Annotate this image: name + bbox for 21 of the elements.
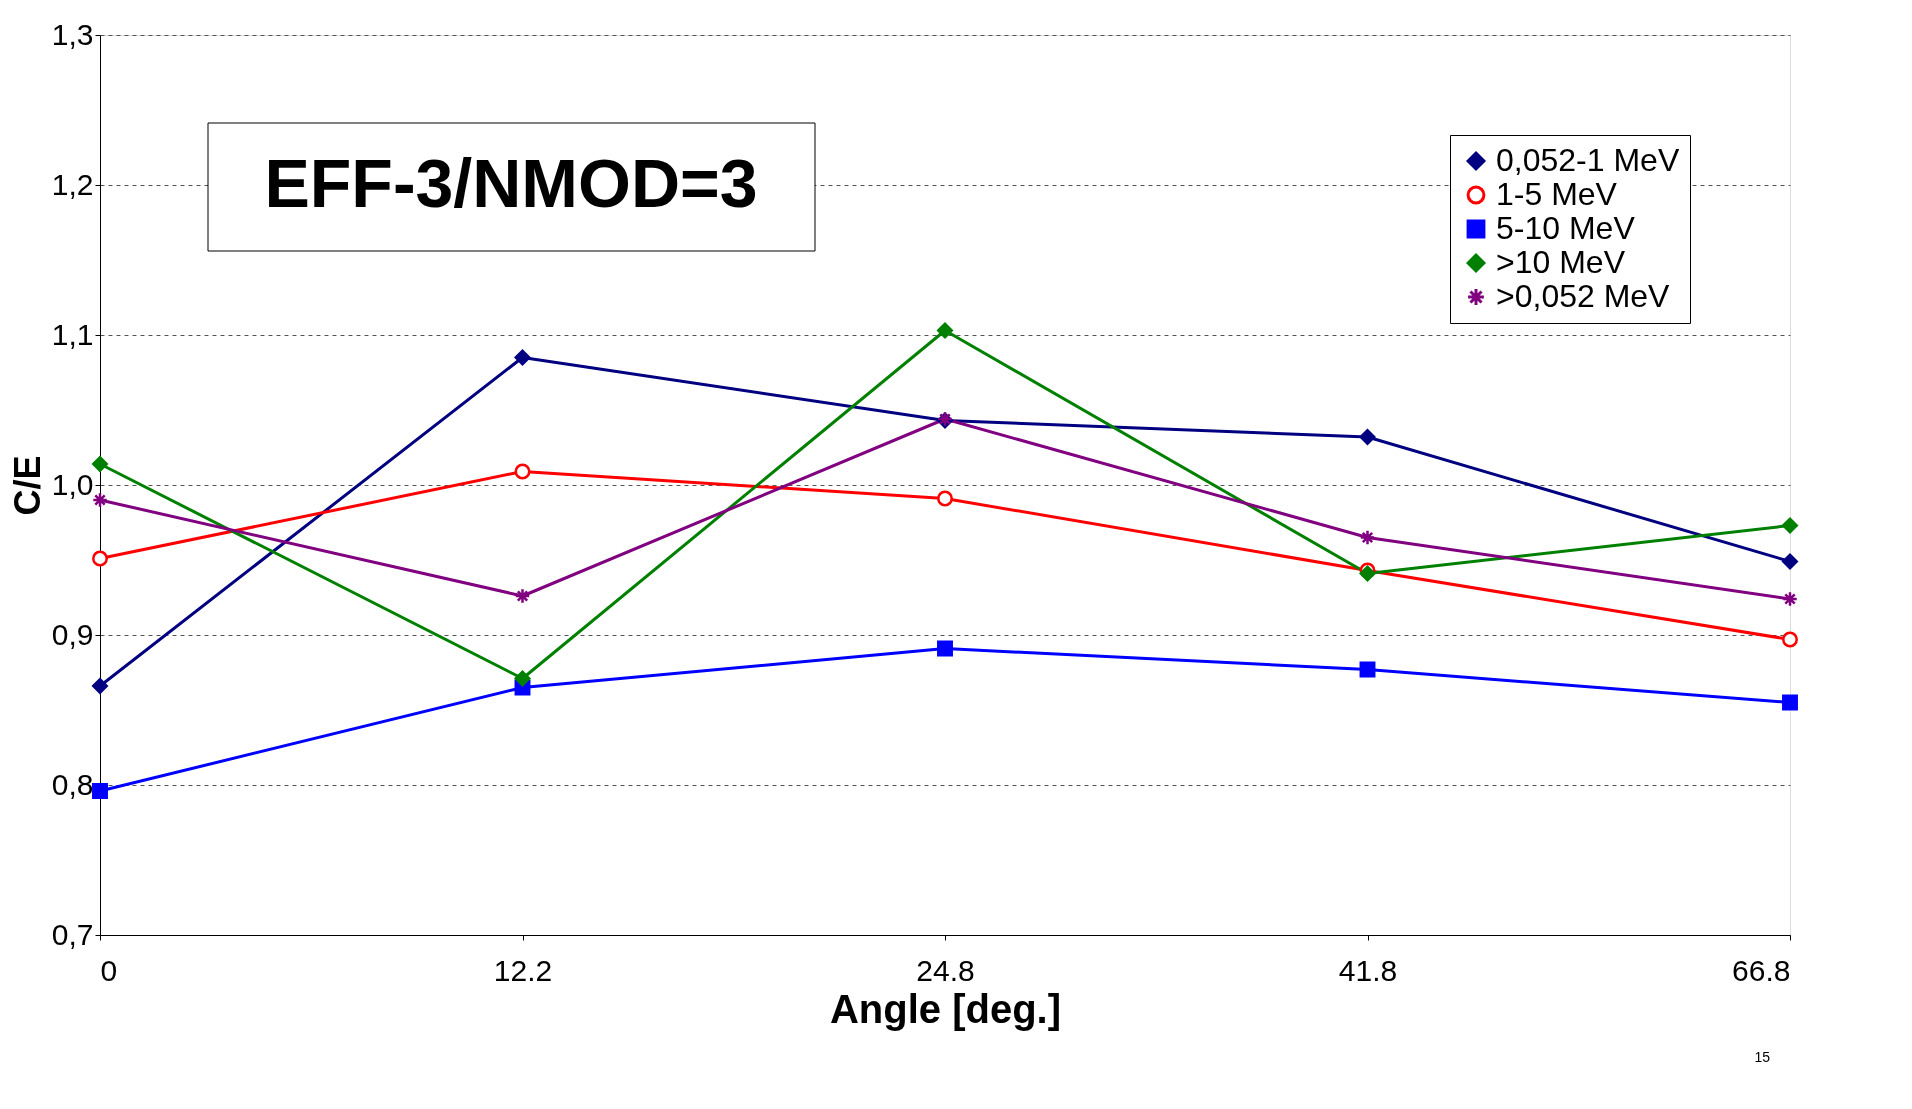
- x-axis-title: Angle [deg.]: [829, 986, 1062, 1031]
- y-tick-label: 1,1: [51, 317, 94, 351]
- text: EFF-3/NMOD=3: [264, 145, 758, 221]
- x-tick-label: 0: [100, 953, 118, 987]
- y-tick-label: 0,9: [51, 617, 94, 651]
- legend-label: >10 MeV: [1496, 244, 1626, 280]
- text: 15: [1754, 1049, 1771, 1065]
- y-tick-label: 0,7: [51, 917, 94, 951]
- x-tick-label: 66.8: [1732, 953, 1791, 987]
- legend-label: 1-5 MeV: [1496, 176, 1618, 212]
- y-axis-title: C/E: [6, 455, 48, 516]
- y-tick-label: 0,8: [51, 767, 94, 801]
- legend-label: 0,052-1 MeV: [1496, 142, 1680, 178]
- y-tick-label: 1,3: [51, 17, 94, 51]
- x-tick-label: 41.8: [1338, 953, 1398, 987]
- y-tick-label: 1,2: [51, 167, 94, 201]
- x-tick-label: 24.8: [916, 953, 975, 987]
- x-tick-label: 12.2: [493, 953, 553, 987]
- legend-label: 5-10 MeV: [1496, 210, 1636, 246]
- legend-label: >0,052 MeV: [1496, 278, 1671, 314]
- y-tick-label: 1,0: [51, 467, 94, 501]
